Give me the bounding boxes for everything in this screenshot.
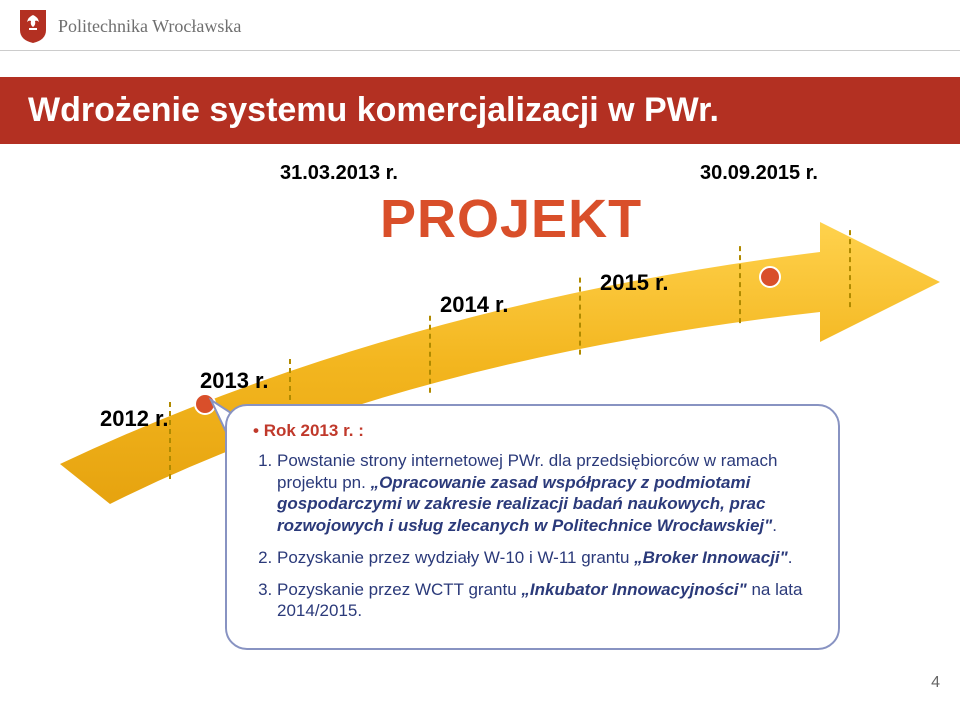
year-label: 2015 r.	[600, 270, 669, 296]
callout-list: Powstanie strony internetowej PWr. dla p…	[253, 450, 816, 622]
brand-text: Politechnika Wrocławska	[58, 16, 241, 37]
callout-item: Pozyskanie przez wydziały W-10 i W-11 gr…	[277, 547, 816, 569]
callout-heading-text: Rok 2013 r. :	[264, 421, 364, 440]
year-label: 2014 r.	[440, 292, 509, 318]
year-label: 2013 r.	[200, 368, 269, 394]
slide-title: Wdrożenie systemu komercjalizacji w PWr.	[0, 77, 960, 144]
callout-item: Powstanie strony internetowej PWr. dla p…	[277, 450, 816, 537]
callout-heading: • Rok 2013 r. :	[253, 420, 816, 442]
header: Politechnika Wrocławska	[0, 0, 960, 51]
year-label: 2012 r.	[100, 406, 169, 432]
timeline-canvas: 31.03.2013 r. 30.09.2015 r. PROJEKT 2012…	[0, 144, 960, 704]
date-start: 31.03.2013 r.	[280, 162, 398, 185]
date-end: 30.09.2015 r.	[700, 162, 818, 185]
university-logo-icon	[18, 8, 48, 44]
callout-item: Pozyskanie przez WCTT grantu „Inkubator …	[277, 579, 816, 623]
page-number: 4	[931, 674, 940, 692]
callout-box: • Rok 2013 r. : Powstanie strony interne…	[225, 404, 840, 650]
